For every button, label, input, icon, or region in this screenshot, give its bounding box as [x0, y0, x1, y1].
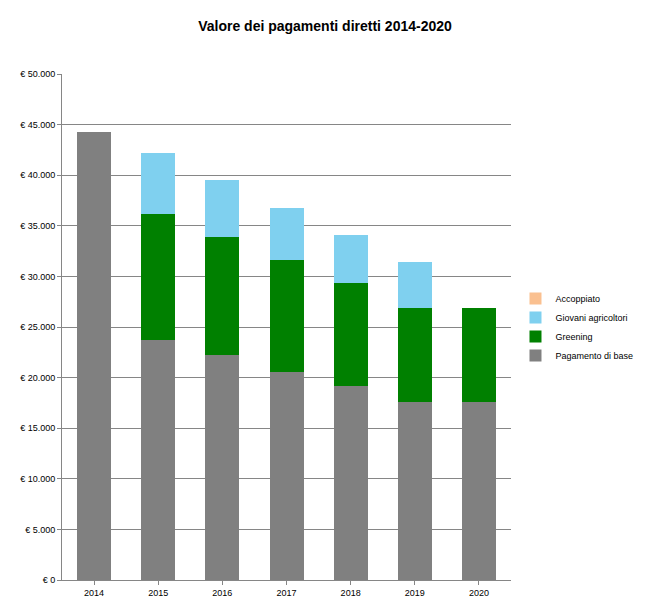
- svg-text:€ 5.000: € 5.000: [25, 525, 55, 535]
- svg-text:Accoppiato: Accoppiato: [555, 294, 600, 304]
- svg-text:Greening: Greening: [555, 332, 592, 342]
- svg-text:2019: 2019: [405, 588, 425, 598]
- svg-text:€ 10.000: € 10.000: [20, 474, 55, 484]
- svg-text:€ 20.000: € 20.000: [20, 373, 55, 383]
- svg-text:Pagamento di base: Pagamento di base: [555, 351, 633, 361]
- svg-text:€ 30.000: € 30.000: [20, 272, 55, 282]
- svg-text:€ 25.000: € 25.000: [20, 322, 55, 332]
- svg-text:€ 40.000: € 40.000: [20, 170, 55, 180]
- svg-text:2015: 2015: [148, 588, 168, 598]
- svg-text:€ 15.000: € 15.000: [20, 423, 55, 433]
- svg-text:Giovani agricoltori: Giovani agricoltori: [555, 313, 627, 323]
- svg-text:2016: 2016: [212, 588, 232, 598]
- svg-text:€ 0: € 0: [43, 575, 56, 585]
- svg-text:€ 35.000: € 35.000: [20, 221, 55, 231]
- svg-text:2018: 2018: [341, 588, 361, 598]
- svg-text:2020: 2020: [469, 588, 489, 598]
- svg-text:2014: 2014: [84, 588, 104, 598]
- svg-text:Valore dei pagamenti diretti 2: Valore dei pagamenti diretti 2014-2020: [198, 18, 452, 34]
- svg-text:2017: 2017: [276, 588, 296, 598]
- svg-text:€ 45.000: € 45.000: [20, 120, 55, 130]
- svg-text:€ 50.000: € 50.000: [20, 69, 55, 79]
